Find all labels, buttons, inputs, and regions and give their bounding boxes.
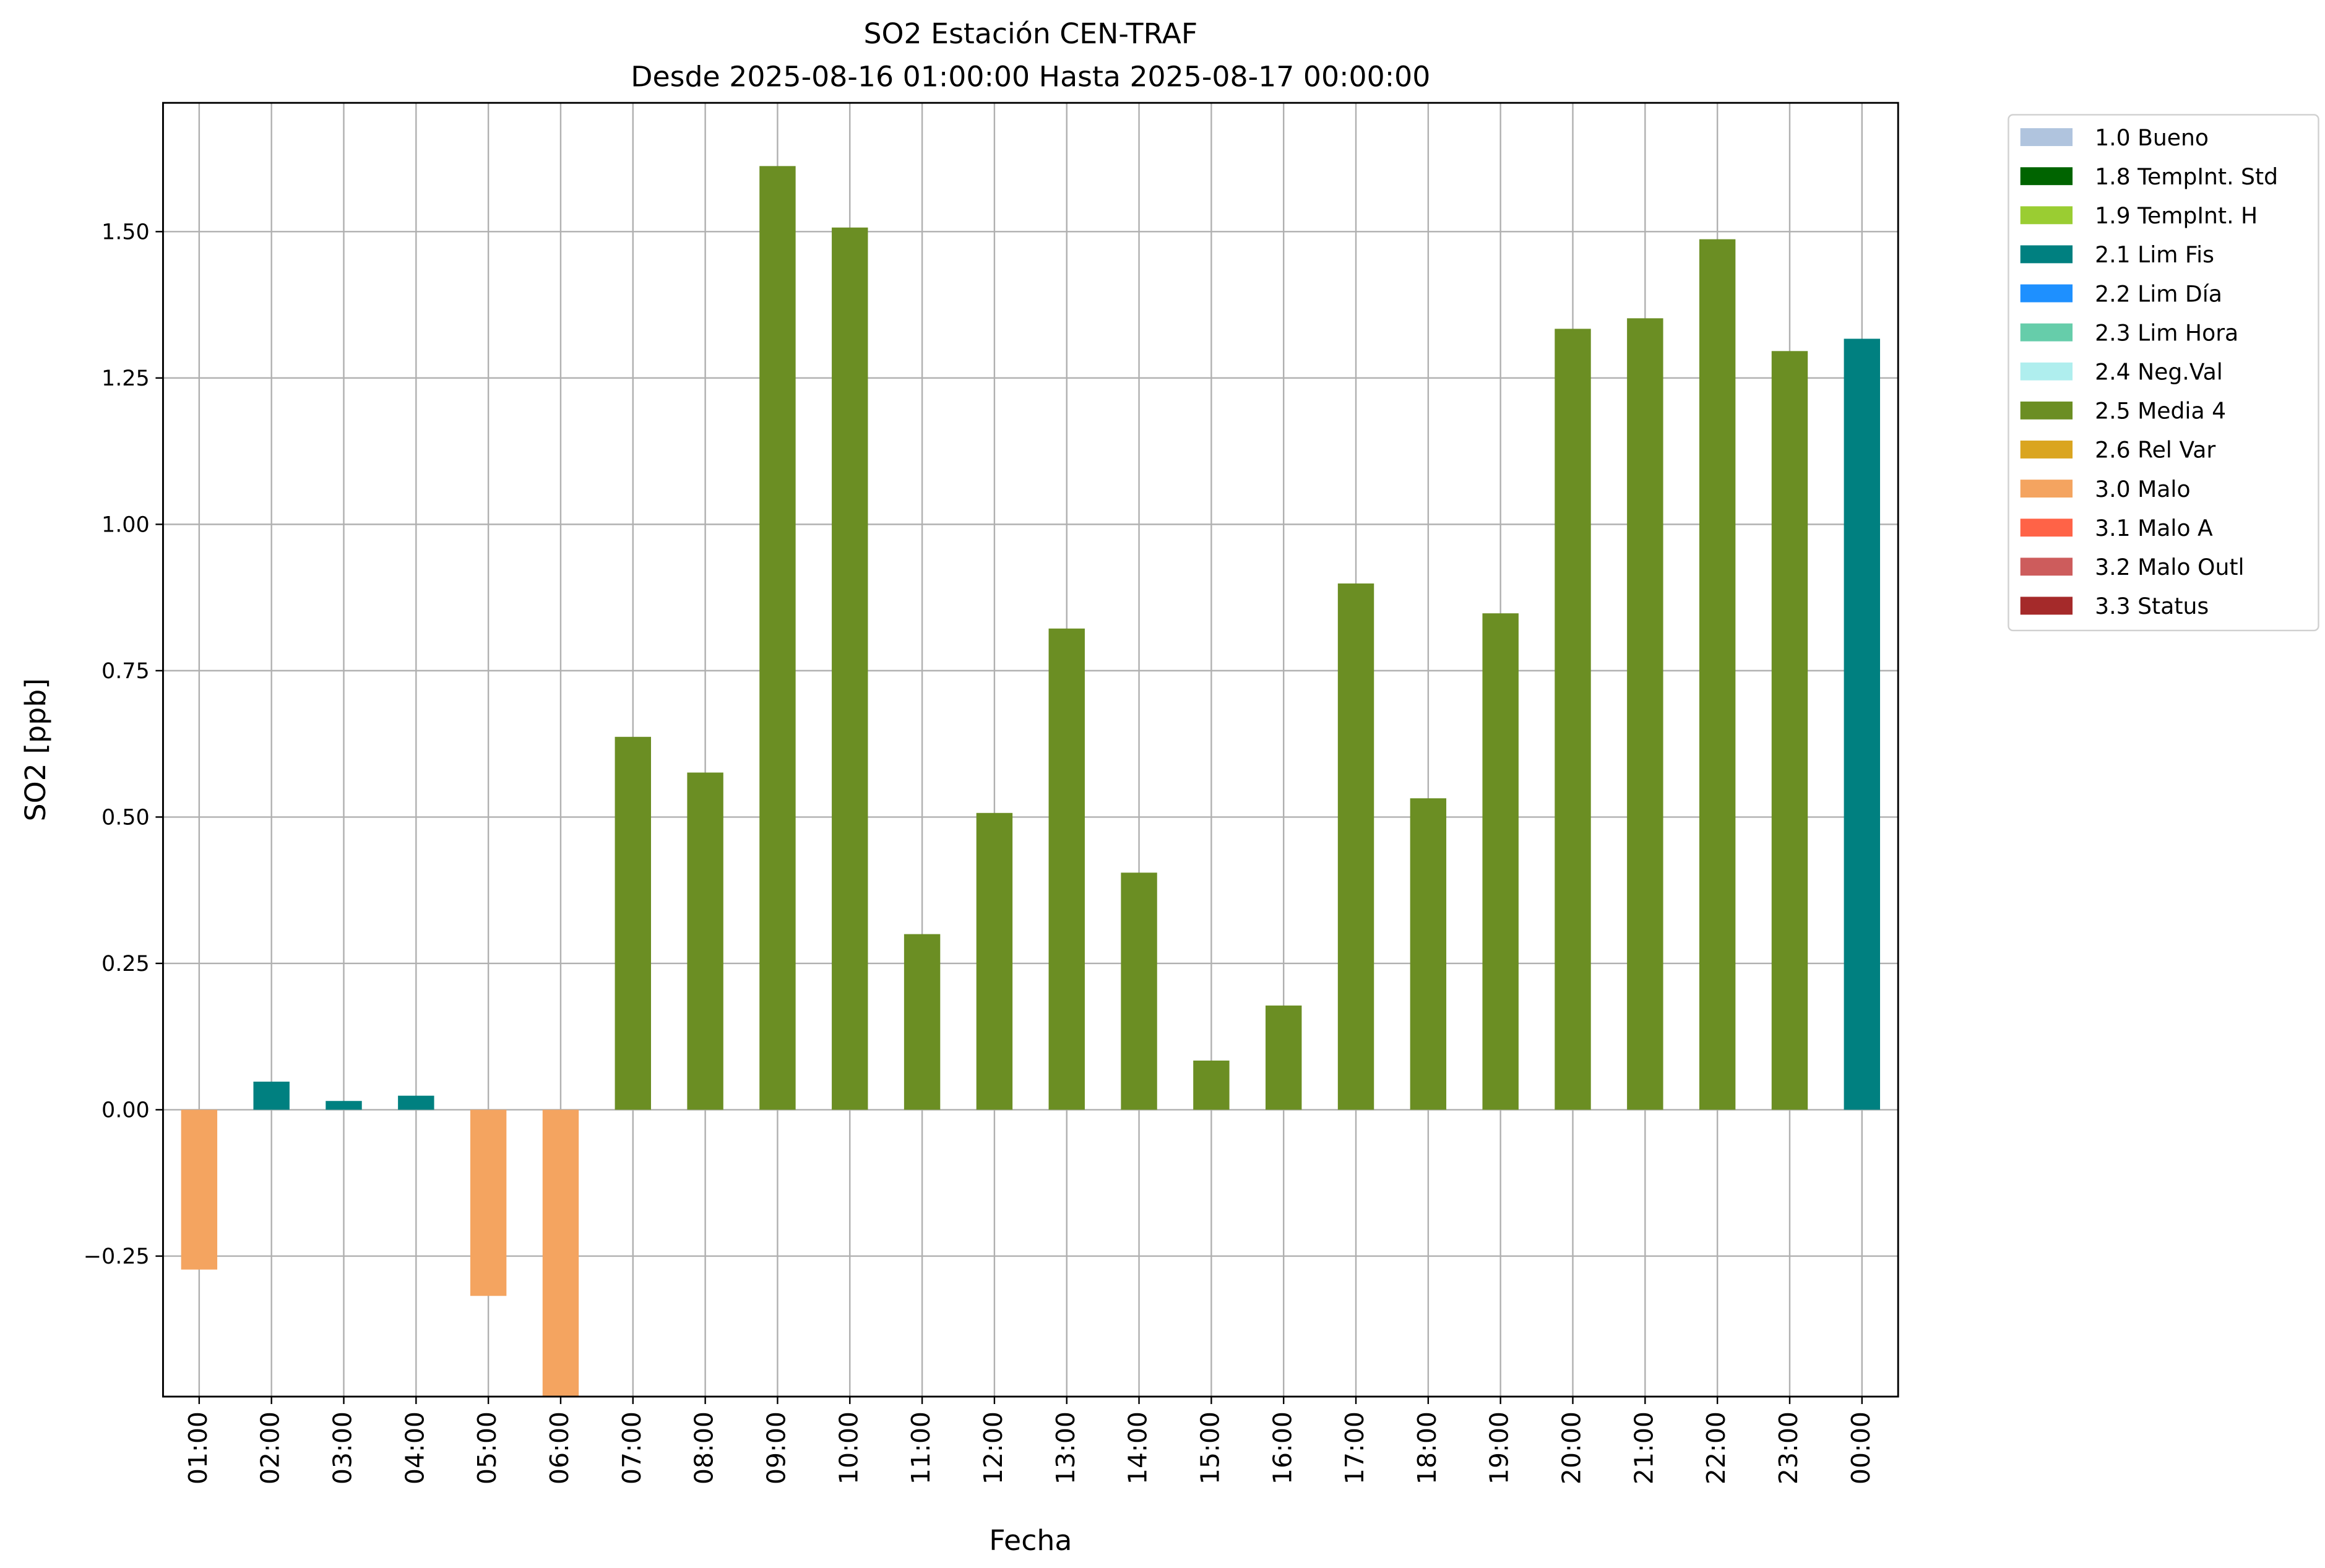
- bar-16:00: [1266, 1006, 1302, 1110]
- bar-20:00: [1555, 329, 1591, 1110]
- legend-label: 1.9 TempInt. H: [2095, 202, 2258, 229]
- y-tick-label: −0.25: [84, 1244, 150, 1269]
- y-tick-label: 1.50: [101, 220, 150, 244]
- x-tick-label: 22:00: [1701, 1411, 1731, 1484]
- bar-11:00: [904, 934, 941, 1110]
- bar-02:00: [253, 1082, 290, 1110]
- y-tick-label: 0.75: [101, 659, 150, 684]
- bar-13:00: [1048, 628, 1085, 1110]
- legend-label: 2.2 Lim Día: [2095, 280, 2222, 307]
- bar-04:00: [398, 1095, 434, 1110]
- x-tick-label: 06:00: [545, 1411, 574, 1484]
- y-tick-label: 1.00: [101, 512, 150, 537]
- legend-label: 3.0 Malo: [2095, 476, 2190, 502]
- x-tick-label: 11:00: [906, 1411, 936, 1484]
- bar-06:00: [542, 1109, 579, 1397]
- legend-label: 2.3 Lim Hora: [2095, 319, 2238, 346]
- legend-swatch: [2020, 323, 2073, 342]
- legend-swatch: [2020, 206, 2073, 225]
- y-tick-label: 0.00: [101, 1098, 150, 1122]
- legend-label: 3.2 Malo Outl: [2095, 554, 2244, 580]
- x-tick-label: 04:00: [400, 1411, 429, 1484]
- bar-01:00: [181, 1109, 218, 1270]
- bars: [181, 166, 1881, 1397]
- bar-18:00: [1410, 798, 1447, 1110]
- bar-22:00: [1699, 239, 1736, 1110]
- legend-swatch: [2020, 362, 2073, 381]
- plot-frame: [162, 101, 1899, 1398]
- bar-17:00: [1337, 583, 1374, 1110]
- x-tick-label: 02:00: [256, 1411, 285, 1484]
- x-tick-label: 17:00: [1340, 1411, 1370, 1484]
- x-tick-label: 13:00: [1051, 1411, 1081, 1484]
- bar-07:00: [615, 736, 651, 1110]
- legend-label: 2.6 Rel Var: [2095, 437, 2215, 463]
- y-tick-label: 0.50: [101, 805, 150, 830]
- legend-swatch: [2020, 401, 2073, 420]
- legend-label: 1.0 Bueno: [2095, 124, 2209, 151]
- bar-00:00: [1844, 338, 1881, 1110]
- bar-15:00: [1193, 1060, 1230, 1110]
- bar-12:00: [976, 812, 1013, 1110]
- legend-swatch: [2020, 441, 2073, 459]
- x-tick-label: 08:00: [689, 1411, 719, 1484]
- x-tick-label: 18:00: [1412, 1411, 1442, 1484]
- bar-03:00: [326, 1101, 362, 1110]
- y-tick-label: 1.25: [101, 366, 150, 391]
- bar-08:00: [687, 772, 723, 1110]
- x-tick-label: 10:00: [834, 1411, 863, 1484]
- x-tick-label: 01:00: [183, 1411, 213, 1484]
- axes: −0.25 0.00 0.25 0.50 0.75 1.00 1.25 1.50 01:00 02…: [84, 101, 1899, 1484]
- x-tick-label: 12:00: [978, 1411, 1008, 1484]
- chart-title: SO2 Estación CEN-TRAF: [863, 17, 1197, 50]
- legend-swatch: [2020, 167, 2073, 186]
- legend-label: 3.1 Malo A: [2095, 515, 2213, 541]
- legend: 1.0 Bueno 1.8 TempInt. Std 1.9 TempInt. H 2…: [2008, 114, 2319, 632]
- x-tick-label: 05:00: [472, 1411, 502, 1484]
- legend-label: 2.4 Neg.Val: [2095, 359, 2223, 386]
- bar-09:00: [759, 166, 796, 1110]
- x-tick-label: 23:00: [1774, 1411, 1803, 1484]
- bar-21:00: [1627, 318, 1663, 1110]
- x-axis-label: Fecha: [989, 1524, 1072, 1557]
- x-tick-label: 21:00: [1629, 1411, 1659, 1484]
- legend-label: 2.5 Media 4: [2095, 398, 2226, 424]
- x-tick-label: 09:00: [761, 1411, 791, 1484]
- legend-swatch: [2020, 519, 2073, 537]
- legend-box: [2008, 114, 2319, 632]
- bar-19:00: [1482, 613, 1519, 1110]
- bar-23:00: [1771, 351, 1808, 1110]
- bar-10:00: [832, 227, 868, 1110]
- legend-swatch: [2020, 597, 2073, 615]
- legend-swatch: [2020, 245, 2073, 264]
- legend-label: 1.8 TempInt. Std: [2095, 163, 2278, 190]
- y-tick-label: 0.25: [101, 952, 150, 976]
- legend-swatch: [2020, 284, 2073, 303]
- y-axis-label: SO2 [ppb]: [19, 678, 52, 822]
- x-tick-label: 14:00: [1123, 1411, 1153, 1484]
- legend-swatch: [2020, 558, 2073, 576]
- bar-05:00: [470, 1109, 507, 1296]
- x-tick-label: 03:00: [328, 1411, 358, 1484]
- x-tick-label: 15:00: [1195, 1411, 1225, 1484]
- x-tick-label: 19:00: [1485, 1411, 1514, 1484]
- x-tick-label: 16:00: [1267, 1411, 1297, 1484]
- legend-label: 3.3 Status: [2095, 593, 2209, 619]
- legend-label: 2.1 Lim Fis: [2095, 241, 2214, 268]
- legend-swatch: [2020, 480, 2073, 498]
- bar-14:00: [1121, 872, 1157, 1110]
- x-tick-label: 20:00: [1557, 1411, 1587, 1484]
- legend-swatch: [2020, 128, 2073, 147]
- chart-subtitle: Desde 2025-08-16 01:00:00 Hasta 2025-08-…: [631, 61, 1430, 93]
- x-tick-label: 07:00: [617, 1411, 647, 1484]
- x-tick-label: 00:00: [1846, 1411, 1876, 1484]
